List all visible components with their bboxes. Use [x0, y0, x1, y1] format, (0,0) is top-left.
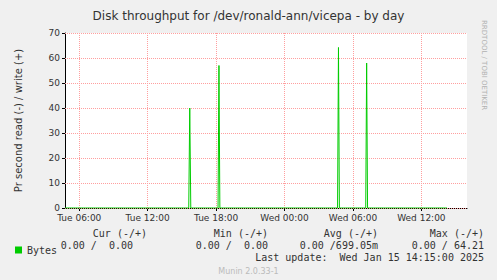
svg-text:Wed 12:00: Wed 12:00 [397, 213, 446, 223]
svg-text:60: 60 [49, 53, 61, 63]
svg-text:30: 30 [49, 128, 61, 138]
svg-text:40: 40 [49, 103, 61, 113]
svg-text:0.00 / 0.00: 0.00 / 0.00 [196, 240, 268, 251]
svg-text:Max (-/+): Max (-/+) [430, 228, 484, 239]
svg-text:0.00 / 64.21: 0.00 / 64.21 [412, 240, 484, 251]
svg-text:Cur (-/+): Cur (-/+) [93, 228, 147, 239]
svg-text:Bytes: Bytes [27, 245, 57, 256]
svg-text:10: 10 [49, 178, 61, 188]
svg-text:0: 0 [54, 203, 60, 213]
svg-text:Disk throughput for /dev/ronal: Disk throughput for /dev/ronald-ann/vice… [93, 9, 405, 23]
svg-text:Wed 00:00: Wed 00:00 [260, 213, 309, 223]
svg-text:Last update: Wed Jan 15 14:15: Last update: Wed Jan 15 14:15:00 2025 [255, 252, 484, 263]
svg-text:0.00 / 0.00: 0.00 / 0.00 [61, 240, 133, 251]
svg-text:50: 50 [49, 78, 61, 88]
svg-text:Wed 06:00: Wed 06:00 [329, 213, 378, 223]
svg-text:Munin 2.0.33-1: Munin 2.0.33-1 [218, 267, 278, 276]
svg-text:70: 70 [49, 28, 61, 38]
svg-text:0.00 /699.05m: 0.00 /699.05m [300, 240, 378, 251]
svg-text:Pr second read (-) / write (+): Pr second read (-) / write (+) [13, 49, 24, 192]
svg-text:Min (-/+): Min (-/+) [214, 228, 268, 239]
svg-text:RRDTOOL / TOBI OETIKER: RRDTOOL / TOBI OETIKER [480, 20, 488, 110]
svg-text:Tue 18:00: Tue 18:00 [193, 213, 238, 223]
svg-text:20: 20 [49, 153, 61, 163]
svg-text:Tue 12:00: Tue 12:00 [125, 213, 170, 223]
svg-text:Avg (-/+): Avg (-/+) [324, 228, 378, 239]
svg-text:Tue 06:00: Tue 06:00 [56, 213, 101, 223]
